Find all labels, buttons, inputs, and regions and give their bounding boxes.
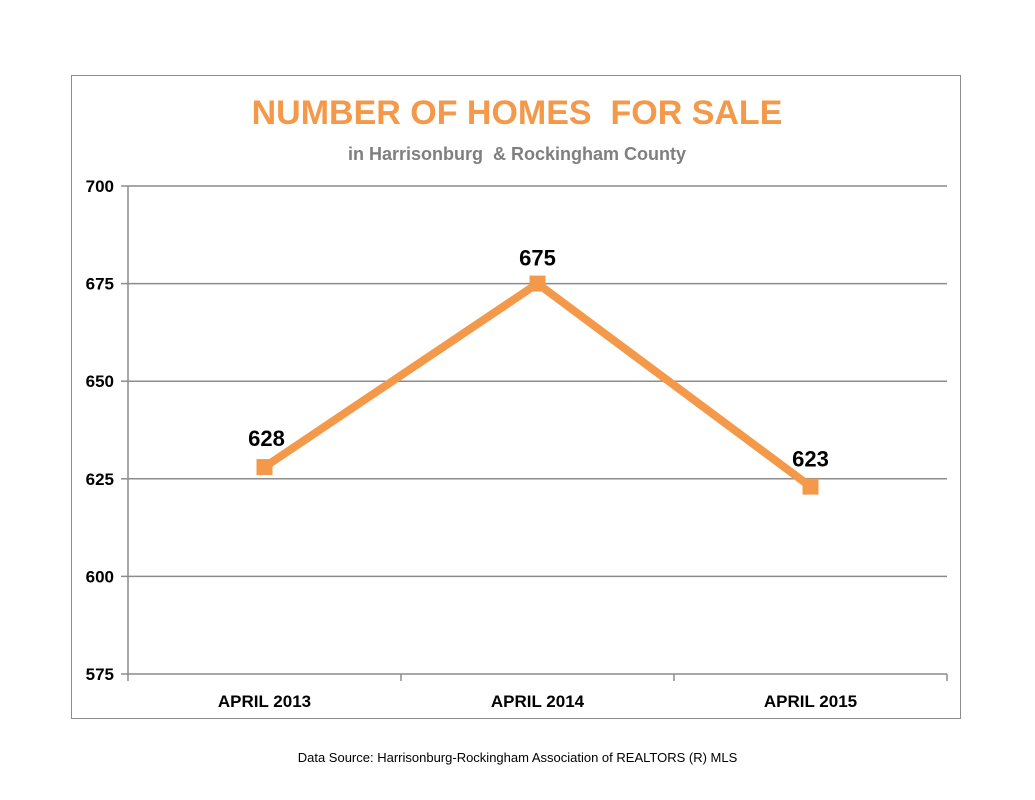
y-tick-label: 650	[86, 372, 114, 391]
y-tick-label: 600	[86, 567, 114, 586]
y-tick-label: 700	[86, 177, 114, 196]
x-tick-label: APRIL 2015	[764, 692, 857, 711]
axes	[121, 185, 948, 681]
data-source-note: Data Source: Harrisonburg-Rockingham Ass…	[297, 750, 738, 765]
y-tick-labels: 575 600 625 650 675 700	[86, 177, 114, 684]
x-tick-label: APRIL 2014	[491, 692, 585, 711]
series-layer	[256, 275, 819, 495]
y-tick-label: 675	[86, 275, 114, 294]
y-tick-label: 575	[86, 665, 114, 684]
data-point	[256, 459, 273, 476]
data-point	[802, 478, 819, 495]
chart-title: NUMBER OF HOMES FOR SALE	[252, 94, 783, 132]
chart-frame	[71, 75, 961, 719]
data-point	[529, 275, 546, 292]
series-line	[262, 279, 813, 490]
y-tick-label: 625	[86, 470, 114, 489]
x-tick-labels: APRIL 2013 APRIL 2014 APRIL 2015	[218, 692, 857, 711]
data-labels: 628 675 623	[248, 246, 829, 472]
data-label: 675	[519, 246, 556, 271]
x-tick-label: APRIL 2013	[218, 692, 311, 711]
chart-subtitle: in Harrisonburg & Rockingham County	[348, 144, 686, 164]
data-label: 628	[248, 426, 285, 451]
data-label: 623	[792, 447, 829, 472]
